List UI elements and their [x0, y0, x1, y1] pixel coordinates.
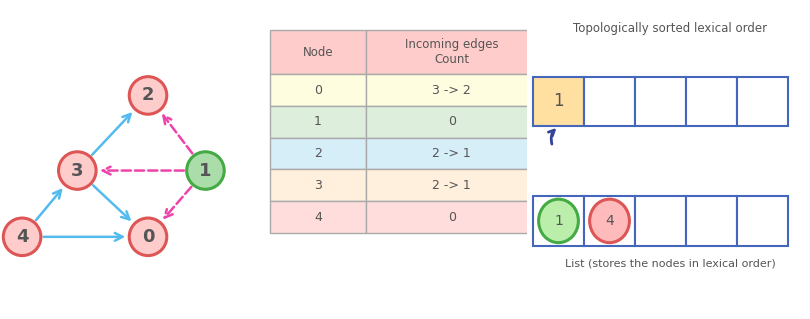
Text: 4: 4 [605, 214, 614, 228]
Text: 4: 4 [314, 211, 322, 224]
FancyBboxPatch shape [366, 106, 537, 138]
Text: Topologically sorted lexical order: Topologically sorted lexical order [573, 22, 767, 35]
FancyBboxPatch shape [270, 74, 366, 106]
Text: 0: 0 [314, 84, 322, 97]
Text: 1: 1 [553, 92, 564, 110]
Text: 3: 3 [71, 161, 83, 180]
FancyBboxPatch shape [270, 201, 366, 233]
Text: 0: 0 [448, 211, 456, 224]
FancyBboxPatch shape [270, 169, 366, 201]
FancyArrowPatch shape [164, 116, 192, 153]
FancyBboxPatch shape [270, 138, 366, 169]
FancyBboxPatch shape [270, 106, 366, 138]
Text: Node: Node [303, 46, 334, 59]
FancyBboxPatch shape [635, 196, 686, 246]
FancyBboxPatch shape [737, 196, 788, 246]
FancyBboxPatch shape [366, 201, 537, 233]
Circle shape [186, 152, 224, 189]
FancyBboxPatch shape [584, 196, 635, 246]
Text: List (stores the nodes in lexical order): List (stores the nodes in lexical order) [565, 258, 775, 268]
Circle shape [130, 218, 167, 256]
Text: 0: 0 [142, 228, 154, 246]
FancyArrowPatch shape [103, 167, 184, 174]
FancyBboxPatch shape [366, 138, 537, 169]
FancyBboxPatch shape [366, 169, 537, 201]
Text: 2 -> 1: 2 -> 1 [433, 147, 471, 160]
Text: 1: 1 [554, 214, 563, 228]
FancyBboxPatch shape [686, 77, 737, 126]
Text: 2: 2 [142, 86, 154, 104]
Text: 3: 3 [314, 179, 322, 192]
Circle shape [539, 199, 578, 243]
Text: 3 -> 2: 3 -> 2 [433, 84, 471, 97]
FancyArrowPatch shape [92, 114, 130, 155]
FancyArrowPatch shape [36, 190, 61, 220]
Circle shape [3, 218, 40, 256]
Text: 4: 4 [16, 228, 28, 246]
FancyBboxPatch shape [533, 196, 584, 246]
FancyBboxPatch shape [635, 77, 686, 126]
FancyBboxPatch shape [366, 74, 537, 106]
FancyArrowPatch shape [93, 185, 130, 219]
Text: 2: 2 [314, 147, 322, 160]
FancyArrowPatch shape [164, 187, 191, 218]
FancyBboxPatch shape [533, 77, 584, 126]
FancyBboxPatch shape [584, 77, 635, 126]
Circle shape [130, 77, 167, 114]
FancyBboxPatch shape [270, 30, 366, 74]
FancyArrowPatch shape [44, 233, 122, 241]
Text: 2 -> 1: 2 -> 1 [433, 179, 471, 192]
FancyBboxPatch shape [737, 77, 788, 126]
Circle shape [590, 199, 629, 243]
Circle shape [58, 152, 96, 189]
FancyBboxPatch shape [686, 196, 737, 246]
FancyBboxPatch shape [366, 30, 537, 74]
Text: 1: 1 [199, 161, 211, 180]
Text: Incoming edges
Count: Incoming edges Count [405, 38, 498, 66]
Text: 1: 1 [314, 115, 322, 129]
Text: 0: 0 [448, 115, 456, 129]
